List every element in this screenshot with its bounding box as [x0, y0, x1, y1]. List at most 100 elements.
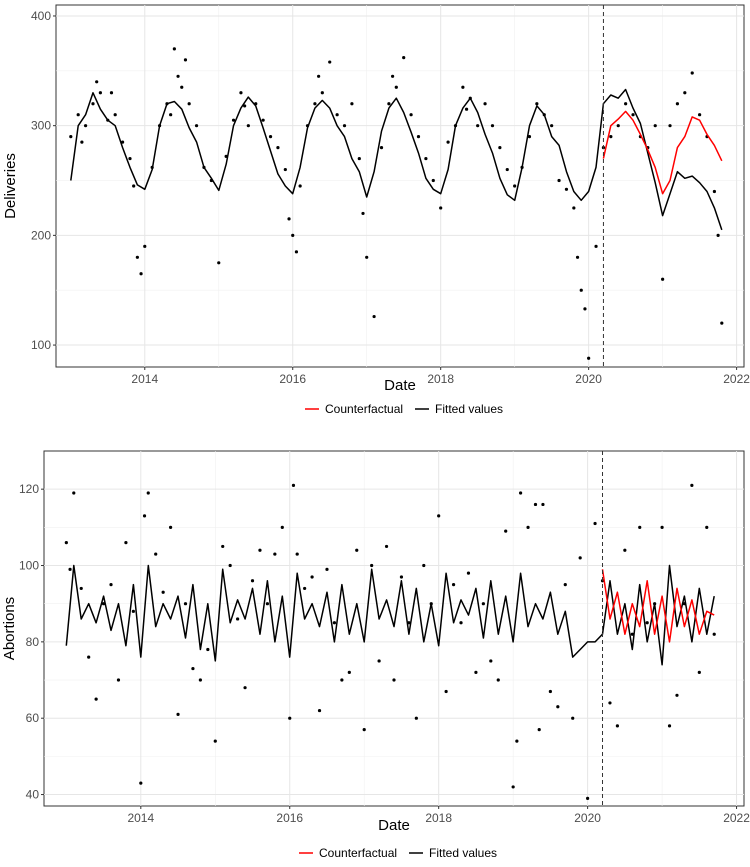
data-point	[384, 544, 389, 549]
data-point	[498, 146, 502, 150]
data-point	[79, 586, 83, 591]
data-point	[392, 678, 396, 682]
data-point	[394, 85, 398, 89]
y-axis-title: Abortions	[1, 597, 18, 660]
data-point	[243, 104, 247, 108]
data-point	[409, 113, 413, 117]
data-point	[379, 146, 384, 150]
data-point	[402, 56, 406, 60]
data-point	[206, 647, 210, 652]
y-axis-title: Deliveries	[2, 153, 19, 219]
data-point	[609, 135, 613, 139]
data-point	[350, 102, 354, 106]
data-point	[535, 102, 539, 106]
data-point	[541, 502, 545, 507]
data-point	[176, 74, 180, 78]
data-point	[243, 686, 247, 690]
data-point	[624, 102, 628, 106]
data-point	[372, 314, 376, 319]
data-point	[276, 146, 280, 150]
data-point	[87, 655, 91, 659]
data-point	[513, 184, 517, 188]
data-point	[557, 178, 561, 183]
data-point	[183, 58, 188, 62]
x-tick-label: 2020	[574, 811, 601, 825]
data-point	[287, 217, 291, 221]
data-point	[631, 113, 635, 117]
data-point	[72, 491, 76, 495]
data-point	[578, 556, 582, 560]
fitted-values-line	[70, 88, 723, 231]
data-point	[437, 514, 441, 518]
data-point	[515, 739, 519, 743]
data-point	[146, 491, 150, 495]
x-tick-label: 2016	[279, 372, 306, 386]
data-point	[571, 716, 575, 720]
data-point	[268, 135, 273, 139]
data-point	[424, 156, 428, 161]
data-point	[490, 124, 495, 128]
data-point	[317, 708, 322, 713]
data-point	[239, 91, 243, 95]
data-point	[712, 632, 716, 636]
data-point	[459, 621, 463, 625]
y-tick-label: 200	[31, 228, 51, 242]
data-point	[705, 525, 709, 529]
data-point	[464, 107, 469, 111]
data-point	[310, 575, 314, 579]
data-point	[124, 541, 128, 545]
abortions-chart: 40 60 80 100 120 2014 2016 2018 2020 2022 Date Abor…	[1, 450, 750, 860]
data-point	[481, 602, 485, 606]
x-axis-title: Date	[378, 817, 410, 834]
data-point	[116, 678, 121, 682]
data-point	[246, 124, 250, 128]
data-point	[139, 781, 143, 785]
data-point	[653, 124, 657, 128]
data-point	[361, 211, 365, 216]
data-point	[95, 80, 99, 84]
data-point	[675, 693, 679, 697]
data-point	[476, 124, 480, 128]
plot-area	[43, 450, 745, 807]
data-point	[446, 140, 450, 144]
plot-area	[55, 4, 745, 368]
y-tick-label: 40	[26, 788, 40, 802]
data-point	[564, 187, 569, 191]
data-point	[283, 167, 287, 172]
y-tick-label: 60	[26, 711, 40, 725]
counterfactual-line	[602, 110, 723, 195]
data-point	[661, 277, 665, 281]
legend-label-counterfactual: Counterfactual	[319, 846, 397, 860]
data-point	[94, 697, 98, 701]
data-point	[365, 255, 369, 259]
data-point	[690, 483, 694, 487]
data-point	[187, 102, 191, 106]
data-point	[280, 525, 284, 529]
data-point	[258, 548, 262, 552]
data-point	[690, 71, 694, 75]
data-point	[518, 491, 523, 495]
x-tick-label: 2018	[427, 372, 454, 386]
data-point	[698, 113, 702, 117]
data-point	[593, 521, 597, 526]
data-point	[587, 356, 591, 360]
y-tick-label: 100	[19, 559, 39, 573]
data-point	[533, 502, 538, 507]
data-point	[422, 563, 426, 568]
fitted-values-line	[65, 564, 715, 666]
data-point	[377, 659, 381, 663]
counterfactual-line	[601, 569, 715, 643]
data-point	[451, 583, 456, 587]
data-point	[444, 689, 448, 694]
data-point	[370, 563, 374, 568]
x-tick-label: 2022	[723, 811, 750, 825]
data-point	[668, 124, 672, 128]
data-point	[328, 60, 332, 64]
x-tick-label: 2014	[131, 372, 158, 386]
data-point	[80, 140, 84, 144]
data-point	[340, 678, 344, 682]
data-point	[697, 670, 701, 674]
x-axis-title: Date	[384, 377, 416, 394]
data-point	[575, 255, 580, 259]
data-point	[586, 796, 590, 800]
